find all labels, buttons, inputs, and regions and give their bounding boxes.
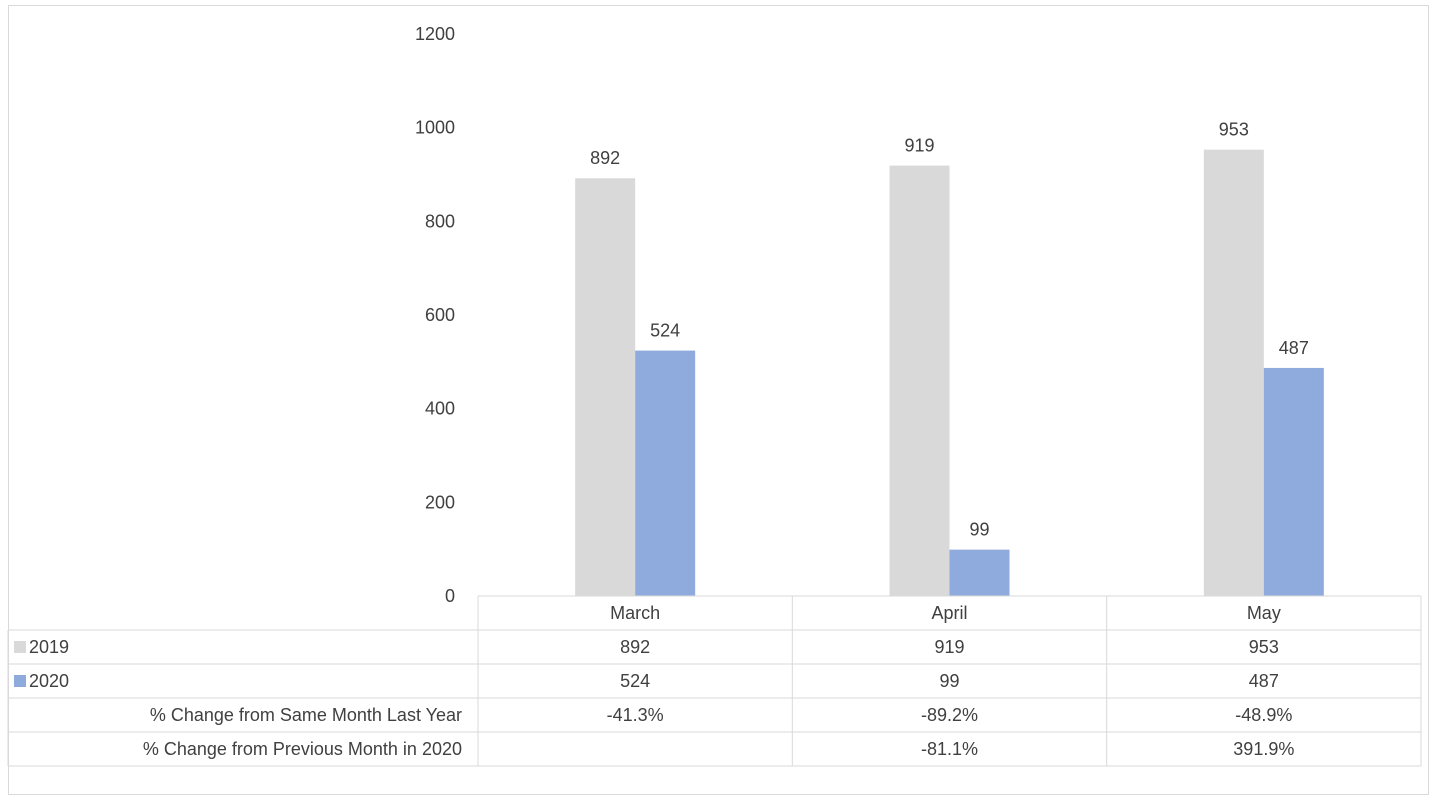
table-row-label: 2020 bbox=[29, 671, 69, 691]
table-row-label: 2019 bbox=[29, 637, 69, 657]
bar-2020-march bbox=[635, 350, 696, 596]
table-cell: 953 bbox=[1249, 637, 1279, 657]
table-cell: 487 bbox=[1249, 671, 1279, 691]
x-category-label: March bbox=[610, 603, 660, 623]
table-cell: -89.2% bbox=[921, 705, 978, 725]
bar-label-2019-march: 892 bbox=[590, 148, 620, 168]
table-cell: -41.3% bbox=[607, 705, 664, 725]
table-cell: 99 bbox=[939, 671, 959, 691]
bar-label-2020-may: 487 bbox=[1279, 338, 1309, 358]
x-category-label: May bbox=[1247, 603, 1281, 623]
data-table: March April May 2019 892 919 953 2020 524 99 487 % … bbox=[7, 595, 1422, 767]
table-cell: 524 bbox=[620, 671, 650, 691]
y-tick-label: 1000 bbox=[415, 118, 455, 138]
bars bbox=[575, 149, 1324, 596]
legend-swatch-2020 bbox=[14, 675, 26, 687]
table-row-label: % Change from Previous Month in 2020 bbox=[143, 739, 462, 759]
y-axis: 0 200 400 600 800 1000 1200 bbox=[415, 24, 455, 606]
bar-2019-may bbox=[1203, 149, 1264, 596]
table-row-label: % Change from Same Month Last Year bbox=[150, 705, 462, 725]
bar-2020-april bbox=[949, 549, 1010, 596]
bar-label-2020-april: 99 bbox=[969, 520, 989, 540]
legend-swatch-2019 bbox=[14, 641, 26, 653]
chart-frame bbox=[8, 5, 1429, 795]
y-tick-label: 0 bbox=[445, 586, 455, 606]
bar-2019-april bbox=[889, 165, 950, 596]
bar-2020-may bbox=[1263, 367, 1324, 596]
y-tick-label: 800 bbox=[425, 211, 455, 231]
bar-label-2020-march: 524 bbox=[650, 321, 680, 341]
table-cell: 892 bbox=[620, 637, 650, 657]
y-tick-label: 400 bbox=[425, 399, 455, 419]
bar-2019-march bbox=[575, 178, 636, 596]
table-cell: -81.1% bbox=[921, 739, 978, 759]
table-cell: 919 bbox=[934, 637, 964, 657]
x-category-label: April bbox=[931, 603, 967, 623]
y-tick-label: 1200 bbox=[415, 24, 455, 44]
bar-label-2019-april: 919 bbox=[904, 136, 934, 156]
bar-label-2019-may: 953 bbox=[1219, 120, 1249, 140]
y-tick-label: 600 bbox=[425, 305, 455, 325]
y-tick-label: 200 bbox=[425, 492, 455, 512]
bar-data-labels: 892 524 919 99 953 487 bbox=[590, 120, 1309, 540]
table-cell: -48.9% bbox=[1235, 705, 1292, 725]
table-cell: 391.9% bbox=[1233, 739, 1294, 759]
